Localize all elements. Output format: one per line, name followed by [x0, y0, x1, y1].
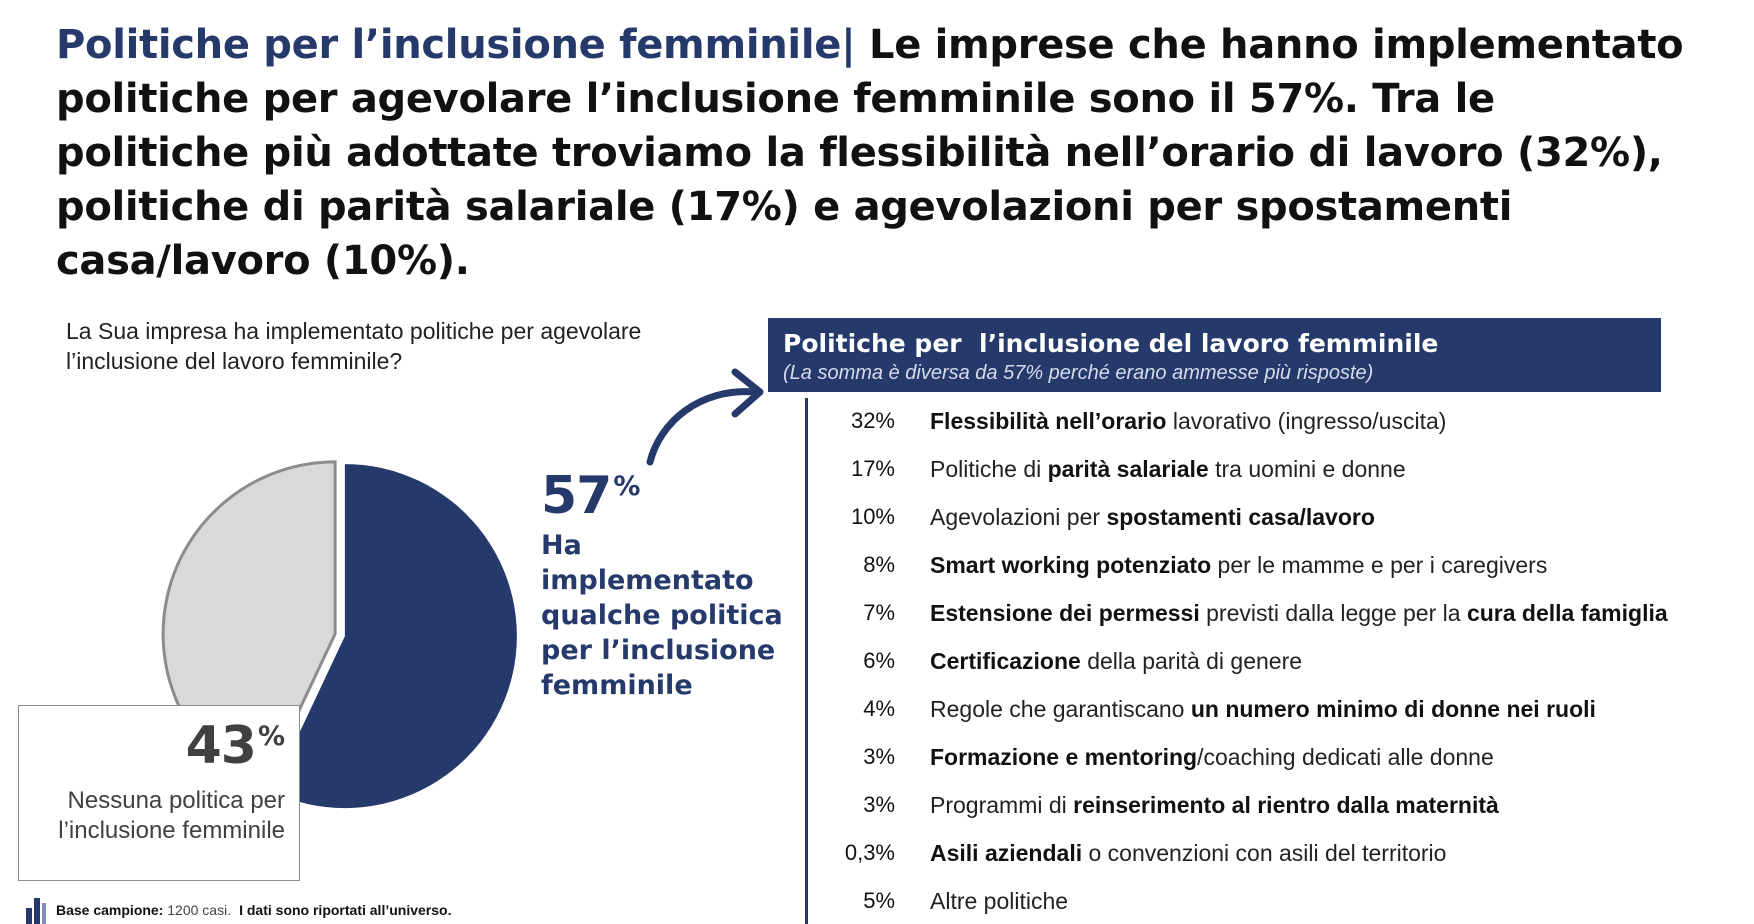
- footer-cases: 1200 casi.: [163, 902, 232, 918]
- policy-percentage: 7%: [863, 600, 895, 625]
- policy-label: Regole che garantiscano un numero minimo…: [930, 689, 1596, 729]
- policy-row: 32% Flessibilità nell’orario lavorativo (…: [820, 401, 1740, 441]
- policy-row: 0,3% Asili aziendali o convenzioni con as…: [820, 833, 1740, 873]
- policy-row: 3% Programmi di reinserimento al rientro …: [820, 785, 1740, 825]
- policies-panel-divider: [805, 398, 808, 924]
- footer-text: Base campione: 1200 casi. I dati sono rip…: [56, 900, 451, 920]
- policy-percentage: 17%: [850, 456, 895, 481]
- policy-label-bold: reinserimento al rientro dalla maternità: [1073, 792, 1499, 818]
- policy-label-text: Agevolazioni per: [930, 504, 1107, 530]
- policy-label: Flessibilità nell’orario lavorativo (ing…: [930, 401, 1446, 441]
- policy-percentage: 5%: [863, 888, 895, 913]
- headline-separator: |: [841, 22, 869, 68]
- policy-label-text: previsti dalla legge per la: [1199, 600, 1467, 626]
- policy-percentage: 6%: [863, 648, 895, 673]
- policy-label-text: /coaching dedicati alle donne: [1197, 744, 1494, 770]
- policy-row: 7% Estensione dei permessi previsti dalla…: [820, 593, 1740, 633]
- footer-base-label: Base campione:: [56, 902, 164, 918]
- implemented-label: Ha implementato qualche politica per l’i…: [541, 530, 783, 701]
- policy-label-text: Regole che garantiscano: [930, 696, 1191, 722]
- policy-label: Smart working potenziato per le mamme e …: [930, 545, 1547, 585]
- policy-label-bold: cura della famiglia: [1466, 600, 1668, 626]
- policy-label-text: della parità di genere: [1080, 648, 1303, 674]
- implemented-value: 57: [541, 466, 612, 526]
- policy-label-text: Politiche di: [930, 456, 1048, 482]
- policy-percentage: 3%: [863, 744, 895, 769]
- policy-label: Politiche di parità salariale tra uomini…: [930, 449, 1406, 489]
- policy-label: Programmi di reinserimento al rientro da…: [930, 785, 1499, 825]
- policy-row: 10% Agevolazioni per spostamenti casa/lav…: [820, 497, 1740, 537]
- policy-label: Agevolazioni per spostamenti casa/lavoro: [930, 497, 1375, 537]
- policies-panel-header: Politiche per l’inclusione del lavoro fe…: [768, 318, 1661, 392]
- policy-row: 3% Formazione e mentoring/coaching dedica…: [820, 737, 1740, 777]
- logo-icon: [26, 898, 46, 924]
- policy-percentage: 10%: [850, 504, 895, 529]
- policy-label-text: o convenzioni con asili del territorio: [1082, 840, 1447, 866]
- policy-label: Certificazione della parità di genere: [930, 641, 1302, 681]
- policy-label: Asili aziendali o convenzioni con asili …: [930, 833, 1446, 873]
- policy-label-bold: Estensione dei permessi: [930, 600, 1200, 626]
- no-policy-symbol: %: [257, 721, 285, 752]
- policy-percentage: 4%: [863, 696, 895, 721]
- policy-label-bold: parità salariale: [1047, 456, 1209, 482]
- headline: Politiche per l’inclusione femminile| Le…: [56, 18, 1696, 288]
- policy-label-bold: Formazione e mentoring: [930, 744, 1198, 770]
- footer-note: I dati sono riportati all’universo.: [239, 902, 452, 918]
- policy-label-text: per le mamme e per i caregivers: [1211, 552, 1548, 578]
- implemented-symbol: %: [613, 471, 641, 502]
- callout-arrow-icon: [646, 368, 764, 466]
- policy-label-text: lavorativo (ingresso/uscita): [1166, 408, 1447, 434]
- policy-row: 4% Regole che garantiscano un numero mini…: [820, 689, 1740, 729]
- policy-percentage: 8%: [863, 552, 895, 577]
- policy-row: 6% Certificazione della parità di genere: [820, 641, 1740, 681]
- no-policy-label: Nessuna politica per l’inclusione femmin…: [58, 787, 285, 844]
- no-policy-callout: 43% Nessuna politica per l’inclusione fe…: [18, 705, 300, 881]
- policy-label-bold: un numero minimo di donne nei ruoli: [1190, 696, 1596, 722]
- policy-row: 17% Politiche di parità salariale tra uom…: [820, 449, 1740, 489]
- policy-row: 8% Smart working potenziato per le mamme …: [820, 545, 1740, 585]
- policy-label-text: Altre politiche: [930, 888, 1069, 914]
- headline-topic: Politiche per l’inclusione femminile: [56, 22, 842, 68]
- policy-label-bold: spostamenti casa/lavoro: [1106, 504, 1375, 530]
- policy-label-bold: Flessibilità nell’orario: [930, 408, 1167, 434]
- survey-question: La Sua impresa ha implementato politiche…: [66, 318, 642, 374]
- no-policy-value: 43: [185, 716, 257, 776]
- policy-label-bold: Smart working potenziato: [930, 552, 1212, 578]
- policy-label-text: tra uomini e donne: [1208, 456, 1406, 482]
- policy-label: Estensione dei permessi previsti dalla l…: [930, 593, 1668, 633]
- policy-percentage: 0,3%: [844, 840, 895, 865]
- policy-label: Altre politiche: [930, 881, 1068, 921]
- policies-panel-note: (La somma è diversa da 57% perché erano …: [783, 362, 1374, 384]
- pie-slice-implemented: [271, 464, 517, 809]
- policies-panel-title: Politiche per l’inclusione del lavoro fe…: [783, 329, 1439, 358]
- policy-label: Formazione e mentoring/coaching dedicati…: [930, 737, 1494, 777]
- policy-label-bold: Certificazione: [930, 648, 1081, 674]
- policy-label-bold: Asili aziendali: [930, 840, 1083, 866]
- policy-label-text: Programmi di: [930, 792, 1074, 818]
- policy-row: 5% Altre politiche: [820, 881, 1740, 921]
- policy-percentage: 3%: [863, 792, 895, 817]
- headline-body: Le imprese che hanno implementato politi…: [56, 22, 1684, 284]
- implemented-percentage: 57%: [541, 466, 640, 526]
- policy-percentage: 32%: [850, 408, 895, 433]
- no-policy-percentage: 43%: [186, 716, 285, 776]
